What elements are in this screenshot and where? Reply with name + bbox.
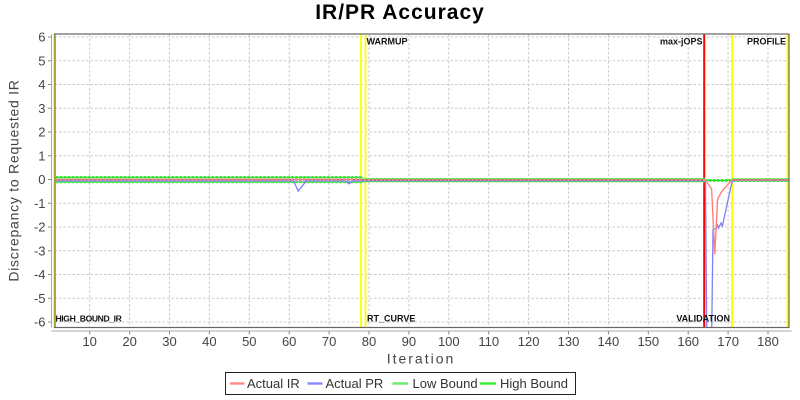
svg-text:70: 70 (322, 334, 336, 349)
svg-text:6: 6 (38, 30, 45, 45)
svg-text:-6: -6 (34, 315, 46, 330)
svg-text:Actual PR: Actual PR (326, 376, 384, 391)
svg-text:RT_CURVE: RT_CURVE (367, 314, 415, 324)
svg-text:80: 80 (362, 334, 376, 349)
svg-text:WARMUP: WARMUP (367, 37, 408, 47)
svg-text:170: 170 (717, 334, 739, 349)
svg-text:max-jOPS: max-jOPS (660, 37, 703, 47)
svg-text:-1: -1 (34, 196, 46, 211)
svg-text:Iteration: Iteration (387, 351, 456, 367)
svg-text:-3: -3 (34, 243, 46, 258)
svg-text:50: 50 (242, 334, 256, 349)
svg-text:130: 130 (558, 334, 580, 349)
svg-text:60: 60 (282, 334, 296, 349)
svg-text:40: 40 (202, 334, 216, 349)
svg-text:20: 20 (122, 334, 136, 349)
svg-text:150: 150 (637, 334, 659, 349)
svg-text:VALIDATION: VALIDATION (676, 314, 730, 324)
svg-text:PROFILE: PROFILE (747, 37, 786, 47)
svg-text:30: 30 (162, 334, 176, 349)
svg-text:Low Bound: Low Bound (413, 376, 478, 391)
svg-text:-5: -5 (34, 291, 46, 306)
svg-text:90: 90 (402, 334, 416, 349)
svg-text:110: 110 (478, 334, 499, 349)
svg-text:120: 120 (518, 334, 540, 349)
svg-text:1: 1 (38, 148, 45, 163)
svg-text:100: 100 (438, 334, 460, 349)
svg-text:140: 140 (598, 334, 620, 349)
svg-text:2: 2 (38, 125, 45, 140)
svg-text:0: 0 (38, 172, 45, 187)
svg-text:HIGH_BOUND_IR: HIGH_BOUND_IR (56, 314, 123, 324)
svg-text:-4: -4 (34, 267, 46, 282)
svg-text:3: 3 (38, 101, 45, 116)
svg-text:-2: -2 (34, 220, 46, 235)
svg-text:Actual IR: Actual IR (247, 376, 300, 391)
svg-text:160: 160 (677, 334, 699, 349)
svg-text:Discrepancy to Requested IR: Discrepancy to Requested IR (6, 79, 22, 281)
svg-text:180: 180 (757, 334, 779, 349)
svg-text:5: 5 (38, 53, 45, 68)
svg-text:4: 4 (38, 77, 45, 92)
svg-text:IR/PR Accuracy: IR/PR Accuracy (315, 1, 485, 24)
svg-text:High Bound: High Bound (500, 376, 568, 391)
svg-text:10: 10 (82, 334, 96, 349)
